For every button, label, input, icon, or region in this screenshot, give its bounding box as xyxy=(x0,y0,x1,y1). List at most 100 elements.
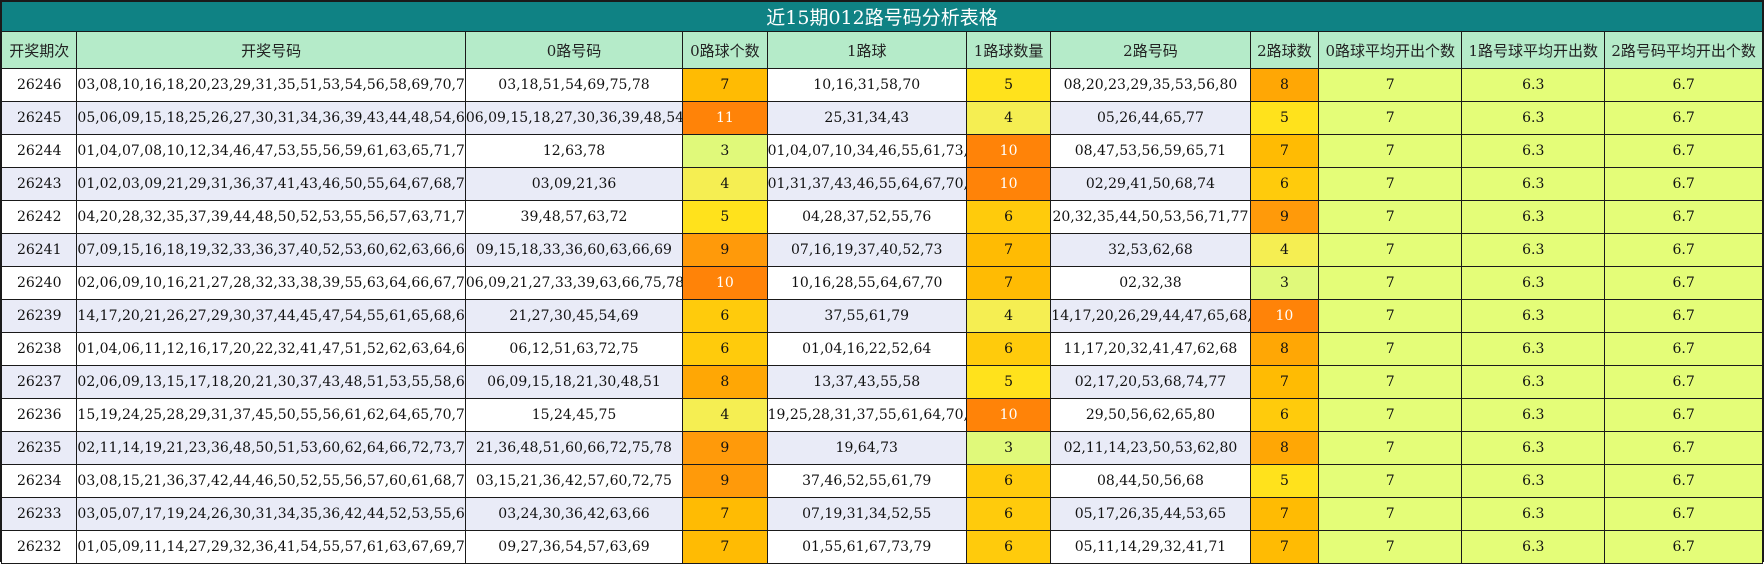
route2-avg-cell: 6.7 xyxy=(1604,134,1763,168)
header-draw-numbers: 开奖号码 xyxy=(76,31,466,69)
issue-cell: 26243 xyxy=(0,167,78,201)
route2-numbers-cell: 02,29,41,50,68,74 xyxy=(1050,167,1251,201)
table-row: 26233 03,05,07,17,19,24,26,30,31,34,35,36… xyxy=(0,497,1763,531)
draw-numbers-cell: 01,02,03,09,21,29,31,36,37,41,43,46,50,5… xyxy=(76,167,466,201)
draw-numbers-cell: 03,05,07,17,19,24,26,30,31,34,35,36,42,4… xyxy=(76,497,466,531)
draw-numbers-cell: 05,06,09,15,18,25,26,27,30,31,34,36,39,4… xyxy=(76,101,466,135)
route0-avg-cell: 7 xyxy=(1318,464,1463,498)
table-row: 26245 05,06,09,15,18,25,26,27,30,31,34,36… xyxy=(0,101,1763,135)
route1-numbers-cell: 04,28,37,52,55,76 xyxy=(766,200,967,234)
route1-numbers-cell: 19,64,73 xyxy=(766,431,967,465)
route0-avg-cell: 7 xyxy=(1318,332,1463,366)
route0-count-cell: 11 xyxy=(682,101,768,135)
route0-numbers-cell: 03,15,21,36,42,57,60,72,75 xyxy=(464,464,684,498)
route0-avg-cell: 7 xyxy=(1318,68,1463,102)
route1-count-cell: 6 xyxy=(965,200,1052,234)
route1-count-cell: 6 xyxy=(965,332,1052,366)
issue-cell: 26232 xyxy=(0,530,78,564)
route0-avg-cell: 7 xyxy=(1318,530,1463,564)
issue-cell: 26235 xyxy=(0,431,78,465)
route2-avg-cell: 6.7 xyxy=(1604,398,1763,432)
header-route0-count: 0路球个数 xyxy=(682,31,768,69)
table-row: 26246 03,08,10,16,18,20,23,29,31,35,51,53… xyxy=(0,68,1763,102)
route2-numbers-cell: 02,11,14,23,50,53,62,80 xyxy=(1050,431,1251,465)
route2-avg-cell: 6.7 xyxy=(1604,266,1763,300)
route0-count-cell: 9 xyxy=(682,464,768,498)
route2-count-cell: 7 xyxy=(1249,497,1320,531)
route2-avg-cell: 6.7 xyxy=(1604,299,1763,333)
route0-numbers-cell: 06,09,21,27,33,39,63,66,75,78 xyxy=(464,266,684,300)
issue-cell: 26239 xyxy=(0,299,78,333)
route1-avg-cell: 6.3 xyxy=(1461,299,1606,333)
route0-numbers-cell: 21,36,48,51,60,66,72,75,78 xyxy=(464,431,684,465)
route1-avg-cell: 6.3 xyxy=(1461,101,1606,135)
table-row: 26242 04,20,28,32,35,37,39,44,48,50,52,53… xyxy=(0,200,1763,234)
route2-numbers-cell: 08,20,23,29,35,53,56,80 xyxy=(1050,68,1251,102)
route2-count-cell: 10 xyxy=(1249,299,1320,333)
route0-count-cell: 7 xyxy=(682,68,768,102)
route2-count-cell: 4 xyxy=(1249,233,1320,267)
draw-numbers-cell: 01,04,06,11,12,16,17,20,22,32,41,47,51,5… xyxy=(76,332,466,366)
route2-avg-cell: 6.7 xyxy=(1604,530,1763,564)
route0-numbers-cell: 39,48,57,63,72 xyxy=(464,200,684,234)
route2-count-cell: 8 xyxy=(1249,68,1320,102)
draw-numbers-cell: 14,17,20,21,26,27,29,30,37,44,45,47,54,5… xyxy=(76,299,466,333)
route0-count-cell: 9 xyxy=(682,233,768,267)
route2-numbers-cell: 05,17,26,35,44,53,65 xyxy=(1050,497,1251,531)
route1-avg-cell: 6.3 xyxy=(1461,431,1606,465)
route1-numbers-cell: 25,31,34,43 xyxy=(766,101,967,135)
table-row: 26235 02,11,14,19,21,23,36,48,50,51,53,60… xyxy=(0,431,1763,465)
route1-avg-cell: 6.3 xyxy=(1461,200,1606,234)
route0-numbers-cell: 06,12,51,63,72,75 xyxy=(464,332,684,366)
route1-avg-cell: 6.3 xyxy=(1461,530,1606,564)
route2-numbers-cell: 20,32,35,44,50,53,56,71,77 xyxy=(1050,200,1251,234)
header-route2-avg: 2路号码平均开出个数 xyxy=(1604,31,1763,69)
route1-count-cell: 7 xyxy=(965,233,1052,267)
draw-numbers-cell: 04,20,28,32,35,37,39,44,48,50,52,53,55,5… xyxy=(76,200,466,234)
route1-avg-cell: 6.3 xyxy=(1461,497,1606,531)
draw-numbers-cell: 15,19,24,25,28,29,31,37,45,50,55,56,61,6… xyxy=(76,398,466,432)
header-route1-numbers: 1路球 xyxy=(766,31,967,69)
route1-count-cell: 5 xyxy=(965,365,1052,399)
route2-count-cell: 7 xyxy=(1249,134,1320,168)
header-route1-avg: 1路号球平均开出数 xyxy=(1461,31,1606,69)
route2-count-cell: 8 xyxy=(1249,431,1320,465)
route0-numbers-cell: 12,63,78 xyxy=(464,134,684,168)
route2-count-cell: 6 xyxy=(1249,167,1320,201)
table-body: 26246 03,08,10,16,18,20,23,29,31,35,51,53… xyxy=(0,68,1763,564)
route1-avg-cell: 6.3 xyxy=(1461,68,1606,102)
draw-numbers-cell: 02,06,09,13,15,17,18,20,21,30,37,43,48,5… xyxy=(76,365,466,399)
route0-count-cell: 4 xyxy=(682,398,768,432)
route0-numbers-cell: 15,24,45,75 xyxy=(464,398,684,432)
route1-numbers-cell: 10,16,28,55,64,67,70 xyxy=(766,266,967,300)
route0-count-cell: 6 xyxy=(682,299,768,333)
route0-avg-cell: 7 xyxy=(1318,266,1463,300)
route1-numbers-cell: 01,31,37,43,46,55,64,67,70,76 xyxy=(766,167,967,201)
route1-count-cell: 6 xyxy=(965,464,1052,498)
route0-numbers-cell: 09,15,18,33,36,60,63,66,69 xyxy=(464,233,684,267)
issue-cell: 26234 xyxy=(0,464,78,498)
route1-count-cell: 4 xyxy=(965,101,1052,135)
route2-numbers-cell: 02,17,20,53,68,74,77 xyxy=(1050,365,1251,399)
issue-cell: 26233 xyxy=(0,497,78,531)
route0-numbers-cell: 21,27,30,45,54,69 xyxy=(464,299,684,333)
route1-count-cell: 5 xyxy=(965,68,1052,102)
header-issue: 开奖期次 xyxy=(0,31,78,69)
draw-numbers-cell: 01,04,07,08,10,12,34,46,47,53,55,56,59,6… xyxy=(76,134,466,168)
route1-count-cell: 7 xyxy=(965,266,1052,300)
route0-avg-cell: 7 xyxy=(1318,134,1463,168)
route0-count-cell: 7 xyxy=(682,530,768,564)
draw-numbers-cell: 03,08,15,21,36,37,42,44,46,50,52,55,56,5… xyxy=(76,464,466,498)
route1-numbers-cell: 13,37,43,55,58 xyxy=(766,365,967,399)
draw-numbers-cell: 02,06,09,10,16,21,27,28,32,33,38,39,55,6… xyxy=(76,266,466,300)
route2-avg-cell: 6.7 xyxy=(1604,167,1763,201)
route1-avg-cell: 6.3 xyxy=(1461,365,1606,399)
issue-cell: 26237 xyxy=(0,365,78,399)
route1-count-cell: 6 xyxy=(965,497,1052,531)
route2-count-cell: 6 xyxy=(1249,398,1320,432)
route2-numbers-cell: 32,53,62,68 xyxy=(1050,233,1251,267)
issue-cell: 26241 xyxy=(0,233,78,267)
issue-cell: 26242 xyxy=(0,200,78,234)
route1-numbers-cell: 07,19,31,34,52,55 xyxy=(766,497,967,531)
